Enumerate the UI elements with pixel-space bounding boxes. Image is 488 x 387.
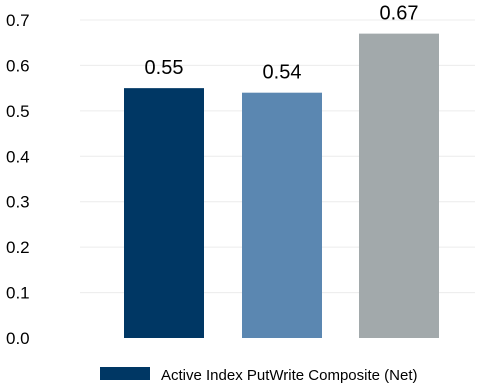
bar — [242, 92, 322, 338]
y-axis-tick-labels: 0.0 0.1 0.2 0.3 0.4 0.5 0.6 0.7 — [6, 11, 30, 348]
y-tick-label: 0.0 — [6, 329, 30, 348]
bar-data-label: 0.55 — [145, 57, 184, 79]
y-tick-label: 0.2 — [6, 238, 30, 257]
legend-label: Active Index PutWrite Composite (Net) — [161, 367, 417, 384]
legend-swatch — [100, 367, 150, 380]
y-tick-label: 0.3 — [6, 193, 30, 212]
legend: Active Index PutWrite Composite (Net) — [100, 367, 417, 384]
data-labels: 0.55 0.54 0.67 — [145, 3, 419, 84]
bar-data-label: 0.54 — [263, 62, 302, 84]
y-tick-label: 0.1 — [6, 284, 30, 303]
y-tick-label: 0.6 — [6, 56, 30, 75]
bar — [359, 33, 439, 338]
y-tick-label: 0.7 — [6, 11, 30, 30]
bar-data-label: 0.67 — [380, 3, 419, 25]
bar — [124, 88, 204, 339]
y-tick-label: 0.4 — [6, 147, 30, 166]
y-tick-label: 0.5 — [6, 102, 30, 121]
bars — [124, 33, 439, 339]
